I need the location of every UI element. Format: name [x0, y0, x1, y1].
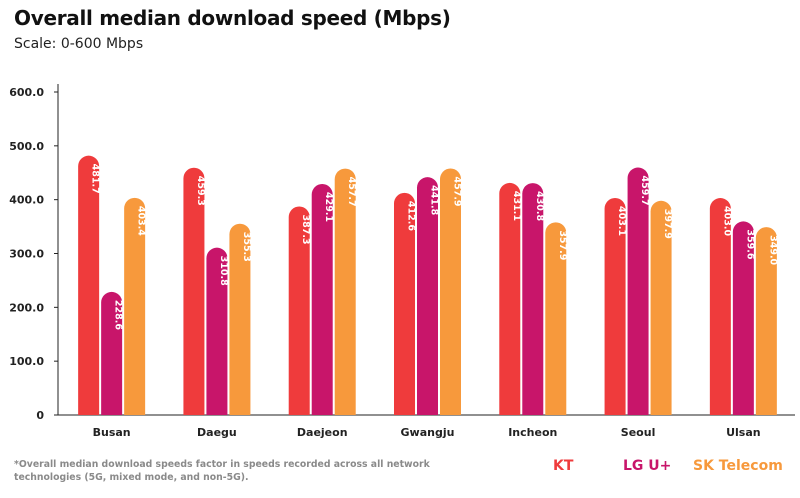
bar-value-label: 430.8 [534, 191, 545, 221]
bar-value-label: 359.6 [744, 229, 755, 259]
footnote: *Overall median download speeds factor i… [14, 459, 430, 483]
x-tick-label: Daegu [197, 426, 237, 439]
y-tick-label: 200.0 [9, 301, 44, 314]
bar-value-label: 457.7 [346, 177, 357, 207]
legend-item-kt: KT [553, 458, 574, 474]
chart-subtitle: Scale: 0-600 Mbps [14, 36, 144, 52]
bar-value-label: 387.3 [300, 215, 311, 245]
x-tick-label: Daejeon [297, 426, 348, 439]
bar-value-label: 403.4 [136, 206, 147, 236]
bar [627, 167, 649, 415]
bar [545, 222, 567, 415]
bar-value-label: 349.0 [767, 235, 778, 265]
bar-value-label: 403.0 [721, 206, 732, 236]
bar-value-label: 431.1 [511, 191, 522, 221]
bar [650, 200, 672, 415]
bar [394, 192, 415, 415]
legend-item-lg-u-plus: LG U+ [623, 458, 672, 474]
y-tick-label: 300.0 [9, 248, 44, 261]
bar [206, 247, 228, 415]
y-tick-label: 100.0 [9, 355, 44, 368]
bar-value-label: 228.6 [113, 300, 124, 330]
bar-value-label: 412.6 [406, 201, 417, 231]
bar [124, 197, 146, 415]
bar-value-label: 441.8 [429, 185, 440, 215]
y-tick-label: 400.0 [9, 194, 44, 207]
bar [522, 183, 544, 415]
y-tick-label: 0 [36, 409, 44, 422]
bar [709, 198, 731, 415]
bar-value-label: 481.7 [90, 164, 101, 194]
y-tick-label: 600.0 [9, 86, 44, 99]
bar-value-label: 403.1 [616, 206, 627, 236]
bar-value-label: 429.1 [323, 192, 334, 222]
bar-value-label: 459.3 [195, 176, 206, 206]
bar [311, 184, 333, 415]
bar-value-label: 357.9 [557, 230, 568, 260]
bar [101, 291, 123, 415]
bar [183, 167, 205, 415]
x-tick-label: Busan [93, 426, 131, 439]
bar-value-label: 355.3 [241, 232, 252, 262]
bar [78, 155, 100, 416]
bar-value-label: 397.9 [662, 209, 673, 239]
bar-value-label: 310.8 [218, 256, 229, 286]
bar [334, 168, 356, 415]
bar [755, 227, 777, 415]
y-tick-label: 500.0 [9, 140, 44, 153]
bar [417, 177, 438, 415]
bar [288, 206, 310, 415]
x-tick-label: Incheon [508, 426, 557, 439]
chart-title: Overall median download speed (Mbps) [14, 6, 451, 30]
x-tick-label: Gwangju [401, 426, 455, 439]
x-tick-label: Seoul [621, 426, 656, 439]
bar [440, 168, 461, 415]
x-tick-label: Ulsan [726, 426, 761, 439]
bar-value-label: 457.9 [452, 176, 463, 206]
bar [732, 221, 754, 415]
bar [499, 182, 521, 415]
bar [229, 223, 251, 415]
bar-value-label: 459.7 [639, 176, 650, 206]
legend-item-sk-telecom: SK Telecom [693, 458, 783, 474]
bar [604, 197, 626, 415]
